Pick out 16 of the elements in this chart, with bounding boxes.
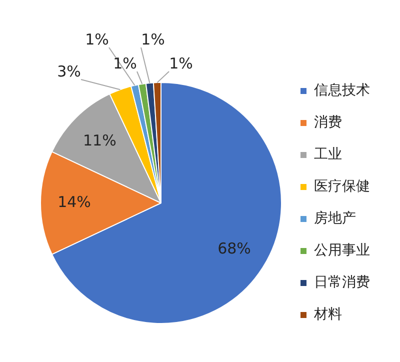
data-label: 1% [169,54,193,72]
legend-label: 消费 [314,114,342,131]
data-label: 1% [141,30,165,48]
data-label: 11% [82,132,116,150]
legend-label: 信息技术 [314,82,370,99]
data-label: 14% [58,192,91,211]
data-label: 1% [85,30,109,48]
legend-label: 医疗保健 [314,178,370,195]
legend-label: 公用事业 [314,242,370,259]
data-label: 3% [57,62,81,80]
legend-label: 房地产 [314,210,356,227]
legend-label: 工业 [314,146,342,163]
legend-label: 日常消费 [314,274,370,291]
legend-label: 材料 [313,306,342,323]
data-label: 68% [218,239,251,258]
data-label: 1% [113,54,137,72]
